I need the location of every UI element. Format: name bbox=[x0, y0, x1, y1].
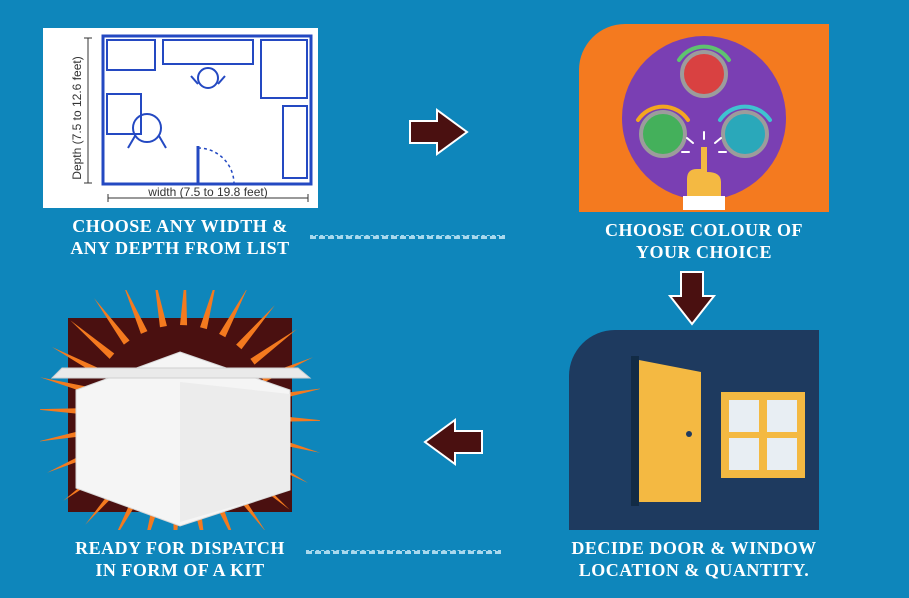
colour-picker-icon bbox=[579, 24, 829, 212]
depth-label: Depth (7.5 to 12.6 feet) bbox=[70, 56, 84, 179]
caption-line: IN FORM OF A KIT bbox=[95, 560, 264, 580]
caption-line: YOUR CHOICE bbox=[636, 242, 772, 262]
step-door-window: DECIDE DOOR & WINDOW LOCATION & QUANTITY… bbox=[522, 330, 866, 581]
arrow-left-icon bbox=[420, 415, 490, 470]
caption-line: CHOOSE COLOUR OF bbox=[605, 220, 803, 240]
step-choose-dimensions: width (7.5 to 19.8 feet) Depth (7.5 to 1… bbox=[30, 28, 330, 259]
step-dispatch-kit: READY FOR DISPATCH IN FORM OF A KIT bbox=[10, 290, 350, 581]
caption-line: DECIDE DOOR & WINDOW bbox=[571, 538, 816, 558]
arrow-right-icon bbox=[405, 105, 475, 160]
floorplan-panel: width (7.5 to 19.8 feet) Depth (7.5 to 1… bbox=[43, 28, 318, 208]
width-label: width (7.5 to 19.8 feet) bbox=[147, 185, 267, 199]
caption-line: ANY DEPTH FROM LIST bbox=[70, 238, 289, 258]
connector-line bbox=[310, 235, 505, 239]
kit-burst-icon bbox=[40, 290, 320, 530]
door-window-panel bbox=[569, 330, 819, 530]
caption-line: CHOOSE ANY WIDTH & bbox=[72, 216, 288, 236]
step4-caption: READY FOR DISPATCH IN FORM OF A KIT bbox=[10, 538, 350, 581]
step2-caption: CHOOSE COLOUR OF YOUR CHOICE bbox=[564, 220, 844, 263]
floorplan-diagram: width (7.5 to 19.8 feet) Depth (7.5 to 1… bbox=[43, 28, 318, 208]
caption-line: LOCATION & QUANTITY. bbox=[579, 560, 810, 580]
step3-caption: DECIDE DOOR & WINDOW LOCATION & QUANTITY… bbox=[522, 538, 866, 581]
door-window-icon bbox=[569, 330, 819, 530]
step-choose-colour: CHOOSE COLOUR OF YOUR CHOICE bbox=[564, 24, 844, 263]
arrow-down-icon bbox=[665, 268, 720, 330]
step1-caption: CHOOSE ANY WIDTH & ANY DEPTH FROM LIST bbox=[30, 216, 330, 259]
kit-burst-panel bbox=[40, 290, 320, 530]
caption-line: READY FOR DISPATCH bbox=[75, 538, 285, 558]
colour-panel bbox=[579, 24, 829, 212]
